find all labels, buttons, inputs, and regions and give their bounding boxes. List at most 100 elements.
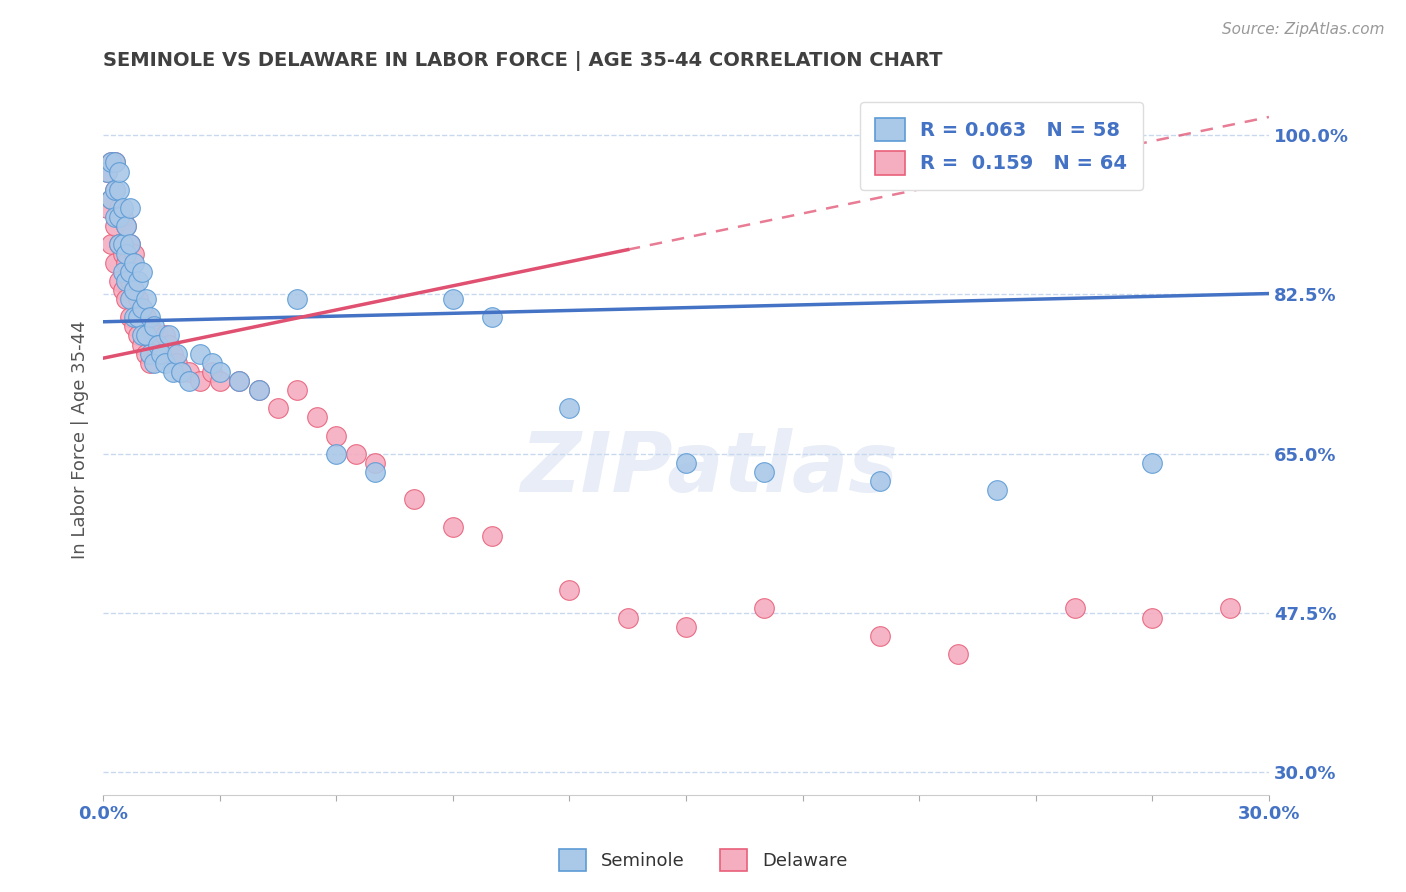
- Point: [155, 356, 177, 370]
- Point: [122, 246, 145, 260]
- Point: [441, 519, 464, 533]
- Point: [135, 310, 157, 325]
- Point: [100, 237, 122, 252]
- Point: [100, 192, 122, 206]
- Legend: R = 0.063   N = 58, R =  0.159   N = 64: R = 0.063 N = 58, R = 0.159 N = 64: [860, 102, 1143, 190]
- Point: [111, 265, 134, 279]
- Point: [104, 219, 127, 234]
- Point: [228, 374, 250, 388]
- Point: [325, 428, 347, 442]
- Y-axis label: In Labor Force | Age 35-44: In Labor Force | Age 35-44: [72, 321, 89, 559]
- Point: [120, 292, 142, 306]
- Point: [1063, 601, 1085, 615]
- Point: [107, 237, 129, 252]
- Point: [107, 164, 129, 178]
- Point: [188, 374, 211, 388]
- Point: [115, 246, 138, 260]
- Point: [96, 201, 118, 215]
- Point: [135, 292, 157, 306]
- Point: [104, 183, 127, 197]
- Point: [177, 365, 200, 379]
- Point: [127, 310, 149, 325]
- Point: [869, 629, 891, 643]
- Point: [104, 210, 127, 224]
- Point: [127, 328, 149, 343]
- Point: [120, 265, 142, 279]
- Point: [120, 310, 142, 325]
- Point: [139, 319, 162, 334]
- Point: [1142, 610, 1164, 624]
- Point: [150, 346, 173, 360]
- Point: [869, 474, 891, 488]
- Point: [166, 346, 188, 360]
- Point: [127, 274, 149, 288]
- Point: [122, 255, 145, 269]
- Point: [122, 319, 145, 334]
- Point: [201, 365, 224, 379]
- Point: [986, 483, 1008, 497]
- Point: [104, 183, 127, 197]
- Point: [364, 465, 387, 479]
- Point: [287, 292, 309, 306]
- Point: [188, 346, 211, 360]
- Point: [558, 583, 581, 598]
- Point: [675, 456, 697, 470]
- Point: [481, 310, 503, 325]
- Point: [247, 383, 270, 397]
- Point: [162, 365, 184, 379]
- Point: [1219, 601, 1241, 615]
- Point: [201, 356, 224, 370]
- Point: [111, 210, 134, 224]
- Point: [146, 337, 169, 351]
- Point: [170, 365, 193, 379]
- Point: [364, 456, 387, 470]
- Point: [122, 283, 145, 297]
- Point: [247, 383, 270, 397]
- Point: [100, 155, 122, 169]
- Point: [104, 155, 127, 169]
- Point: [111, 201, 134, 215]
- Point: [107, 274, 129, 288]
- Point: [122, 310, 145, 325]
- Point: [96, 164, 118, 178]
- Point: [96, 164, 118, 178]
- Point: [111, 246, 134, 260]
- Point: [344, 447, 367, 461]
- Point: [325, 447, 347, 461]
- Point: [107, 183, 129, 197]
- Point: [142, 319, 165, 334]
- Point: [139, 310, 162, 325]
- Point: [115, 274, 138, 288]
- Point: [104, 155, 127, 169]
- Point: [107, 210, 129, 224]
- Point: [146, 328, 169, 343]
- Point: [127, 292, 149, 306]
- Point: [139, 346, 162, 360]
- Point: [177, 374, 200, 388]
- Point: [558, 401, 581, 416]
- Point: [100, 192, 122, 206]
- Point: [115, 255, 138, 269]
- Point: [150, 346, 173, 360]
- Point: [752, 601, 775, 615]
- Point: [157, 337, 180, 351]
- Point: [305, 410, 328, 425]
- Point: [228, 374, 250, 388]
- Point: [120, 237, 142, 252]
- Point: [946, 647, 969, 661]
- Point: [107, 201, 129, 215]
- Point: [131, 265, 153, 279]
- Point: [115, 292, 138, 306]
- Point: [441, 292, 464, 306]
- Point: [107, 237, 129, 252]
- Point: [120, 237, 142, 252]
- Point: [155, 328, 177, 343]
- Point: [139, 356, 162, 370]
- Text: ZIPatlas: ZIPatlas: [520, 428, 898, 509]
- Point: [616, 610, 638, 624]
- Point: [120, 201, 142, 215]
- Point: [111, 283, 134, 297]
- Point: [142, 356, 165, 370]
- Point: [131, 328, 153, 343]
- Point: [100, 155, 122, 169]
